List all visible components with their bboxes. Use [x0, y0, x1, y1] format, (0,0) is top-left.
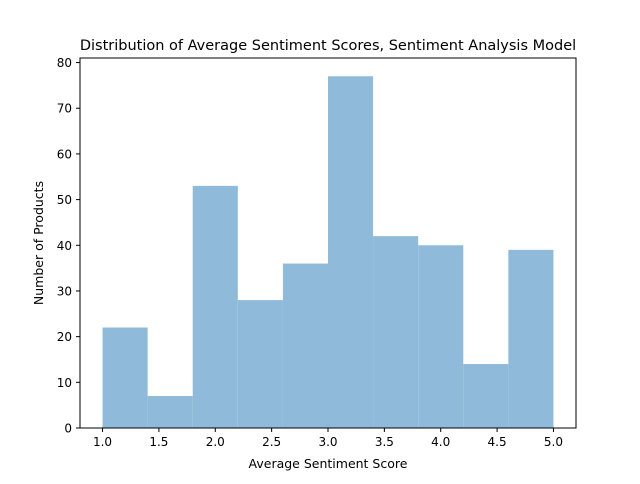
y-tick-label: 30	[57, 284, 72, 298]
x-tick-label: 4.0	[431, 435, 450, 449]
x-tick-label: 1.0	[93, 435, 112, 449]
x-tick-label: 3.0	[318, 435, 337, 449]
x-tick-label: 2.0	[206, 435, 225, 449]
histogram-bar	[102, 327, 148, 428]
y-tick-label: 10	[57, 376, 72, 390]
histogram-bar	[373, 236, 419, 428]
histogram-bar	[282, 263, 328, 428]
histogram-bar	[418, 245, 464, 428]
histogram-bar	[508, 249, 554, 428]
x-tick-label: 4.5	[488, 435, 507, 449]
chart-title: Distribution of Average Sentiment Scores…	[80, 38, 576, 54]
x-tick-label: 3.5	[375, 435, 394, 449]
histogram-bar	[463, 364, 509, 428]
y-tick-label: 20	[57, 330, 72, 344]
x-tick-label: 2.5	[262, 435, 281, 449]
y-tick-label: 70	[57, 102, 72, 116]
y-axis: 0 10 20 30 40 50 60 70 80	[57, 56, 80, 436]
y-axis-label: Number of Products	[31, 181, 46, 305]
x-tick-label: 1.5	[149, 435, 168, 449]
histogram-bar	[237, 300, 283, 428]
y-tick-label: 60	[57, 147, 72, 161]
x-axis-label: Average Sentiment Score	[249, 456, 408, 471]
y-tick-label: 0	[64, 422, 72, 436]
x-tick-label: 5.0	[544, 435, 563, 449]
histogram-bar	[328, 76, 374, 429]
y-tick-label: 40	[57, 239, 72, 253]
plot-area	[102, 76, 554, 429]
y-tick-label: 50	[57, 193, 72, 207]
y-tick-label: 80	[57, 56, 72, 70]
histogram-bar	[192, 185, 238, 428]
histogram-bar	[147, 396, 193, 428]
x-axis: 1.0 1.5 2.0 2.5 3.0 3.5 4.0 4.5 5.0	[93, 428, 563, 449]
